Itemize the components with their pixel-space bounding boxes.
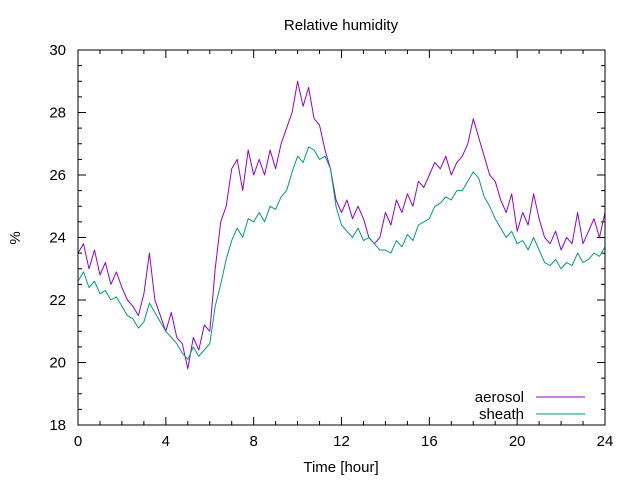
plot-frame — [77, 49, 606, 426]
x-tick-label: 4 — [162, 433, 170, 450]
x-tick-label: 24 — [597, 433, 614, 450]
y-tick-label: 26 — [49, 167, 66, 184]
legend-label-sheath: sheath — [479, 406, 524, 423]
series-line-sheath — [77, 146, 606, 360]
y-tick-label: 24 — [49, 230, 66, 247]
chart-title: Relative humidity — [284, 17, 399, 34]
x-tick-label: 8 — [249, 433, 257, 450]
series-layer — [77, 80, 606, 370]
y-tick-label: 20 — [49, 355, 66, 372]
y-axis-title: % — [7, 231, 24, 244]
axis-tick-labels: 0 4 8 12 16 20 24 18 20 22 24 26 28 30 — [49, 42, 613, 450]
x-tick-label: 20 — [509, 433, 526, 450]
x-axis-title: Time [hour] — [303, 459, 378, 476]
x-tick-label: 0 — [74, 433, 82, 450]
y-tick-label: 30 — [49, 42, 66, 59]
x-tick-label: 12 — [333, 433, 350, 450]
legend-label-aerosol: aerosol — [475, 389, 524, 406]
y-tick-label: 22 — [49, 292, 66, 309]
y-tick-label: 28 — [49, 105, 66, 122]
y-tick-label: 18 — [49, 417, 66, 434]
x-tick-label: 16 — [421, 433, 438, 450]
